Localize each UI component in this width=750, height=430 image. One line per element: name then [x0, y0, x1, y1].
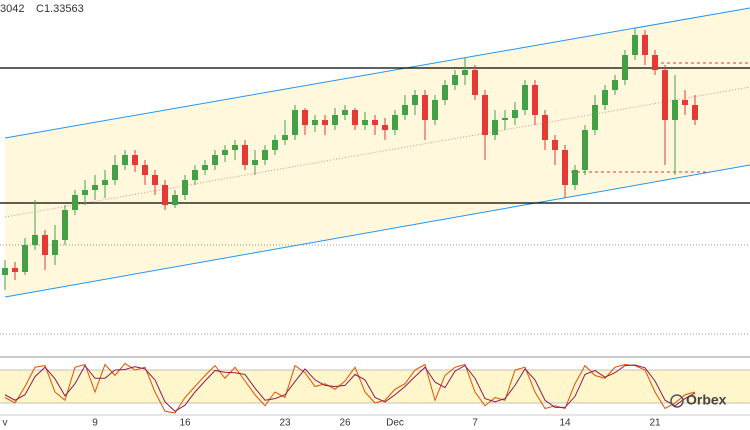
- candle-body: [102, 180, 108, 185]
- candle-body: [662, 70, 668, 120]
- x-tick-label: 16: [179, 418, 191, 429]
- candle-body: [632, 35, 638, 55]
- candle-body: [232, 145, 238, 150]
- candle-body: [72, 195, 78, 210]
- candle-body: [512, 110, 518, 118]
- header-text: 3042: [0, 3, 24, 15]
- channel-lower: [4, 164, 750, 298]
- candle-body: [622, 55, 628, 80]
- candle-body: [502, 118, 508, 120]
- candle-body: [332, 115, 338, 125]
- candle-body: [132, 155, 138, 165]
- candle-body: [302, 110, 308, 125]
- candle-body: [262, 150, 268, 160]
- candle-body: [2, 268, 8, 275]
- candle-body: [342, 110, 348, 115]
- candle-body: [202, 165, 208, 170]
- x-tick-label: 9: [92, 418, 98, 429]
- candle-body: [372, 120, 378, 125]
- candle-body: [82, 190, 88, 195]
- candle-body: [362, 120, 368, 125]
- candle-body: [642, 35, 648, 55]
- candle-body: [582, 130, 588, 170]
- candle-body: [672, 100, 678, 120]
- candle-body: [562, 150, 568, 185]
- candle-body: [62, 210, 68, 240]
- candle-body: [92, 185, 98, 190]
- logo: [670, 394, 684, 408]
- candle-body: [242, 145, 248, 165]
- candle-body: [382, 125, 388, 130]
- x-tick-label: 21: [649, 418, 661, 429]
- candle-body: [32, 235, 38, 245]
- candle-body: [452, 75, 458, 85]
- channel-mid: [4, 86, 750, 218]
- candle-body: [42, 235, 48, 255]
- candle-body: [392, 115, 398, 130]
- x-tick-label: 14: [559, 418, 571, 429]
- candle-body: [602, 90, 608, 105]
- candle-body: [272, 140, 278, 150]
- candle-body: [612, 80, 618, 90]
- candle-body: [422, 95, 428, 120]
- header-text: C1.33563: [36, 3, 84, 15]
- candle-body: [432, 100, 438, 120]
- candle-body: [322, 120, 328, 125]
- x-tick-label: 7: [472, 418, 478, 429]
- candle-body: [22, 245, 28, 272]
- candle-body: [682, 100, 688, 105]
- candle-body: [472, 70, 478, 95]
- candle-body: [402, 105, 408, 115]
- x-tick-label: 26: [339, 418, 351, 429]
- candle-body: [182, 180, 188, 195]
- candle-body: [112, 165, 118, 180]
- candle-body: [142, 165, 148, 175]
- x-tick-label: Dec: [386, 418, 404, 429]
- candle-body: [122, 155, 128, 165]
- candle-body: [172, 195, 178, 205]
- candle-body: [522, 85, 528, 110]
- candle-body: [412, 95, 418, 105]
- x-tick-label: 23: [279, 418, 291, 429]
- candle-body: [542, 115, 548, 140]
- channel-upper: [4, 7, 750, 139]
- oscillator-line: [4, 364, 696, 412]
- candle-body: [52, 240, 58, 255]
- candle-body: [312, 120, 318, 125]
- oscillator-band: [0, 370, 750, 403]
- candle-body: [222, 150, 228, 155]
- candle-body: [282, 135, 288, 140]
- candle-body: [592, 105, 598, 130]
- candle-body: [532, 85, 538, 115]
- candle-body: [352, 110, 358, 125]
- candle-body: [162, 185, 168, 205]
- candle-body: [442, 85, 448, 100]
- candle-body: [652, 55, 658, 70]
- candle-body: [152, 175, 158, 185]
- candle-body: [462, 70, 468, 75]
- x-tick-label: v: [3, 418, 8, 429]
- watermark: Orbex: [686, 392, 727, 408]
- candle-body: [12, 268, 18, 272]
- candle-body: [492, 120, 498, 135]
- candle-body: [572, 170, 578, 185]
- candle-body: [552, 140, 558, 150]
- candle-body: [482, 95, 488, 135]
- candle-body: [692, 105, 698, 120]
- channel-fill: [5, 8, 750, 297]
- candle-body: [252, 160, 258, 165]
- candle-body: [192, 170, 198, 180]
- candle-body: [212, 155, 218, 165]
- candle-body: [292, 110, 298, 135]
